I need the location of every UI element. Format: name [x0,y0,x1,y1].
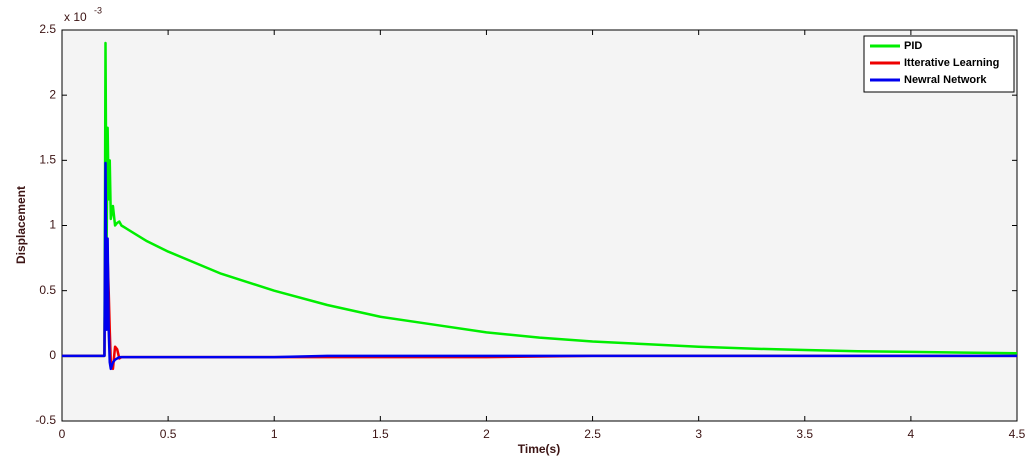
y-multiplier: x 10 [64,10,87,24]
legend-label: PID [904,40,922,52]
x-tick-label: 1 [271,427,278,441]
x-tick-label: 1.5 [372,427,389,441]
y-tick-label: 2.5 [39,22,56,36]
x-tick-label: 2 [483,427,490,441]
x-tick-label: 3.5 [796,427,813,441]
y-tick-label: 1 [49,218,56,232]
y-axis-label: Displacement [14,186,28,264]
y-tick-label: -0.5 [35,413,56,427]
legend-label: Itterative Learning [904,57,999,69]
y-tick-label: 1.5 [39,153,56,167]
line-series [62,41,1018,358]
legend-label: Newral Network [904,74,987,86]
x-tick-label: 4.5 [1009,427,1026,441]
x-tick-label: 4 [908,427,915,441]
x-tick-label: 3 [695,427,702,441]
y-tick-label: 2 [49,87,56,101]
y-multiplier-exponent: -3 [94,5,102,15]
x-tick-label: 0 [59,427,66,441]
y-tick-label: 0 [49,348,56,362]
x-axis-label: Time(s) [518,442,560,456]
x-tick-label: 0.5 [160,427,177,441]
y-tick-label: 0.5 [39,283,56,297]
x-tick-label: 2.5 [584,427,601,441]
line-series [62,161,1017,371]
